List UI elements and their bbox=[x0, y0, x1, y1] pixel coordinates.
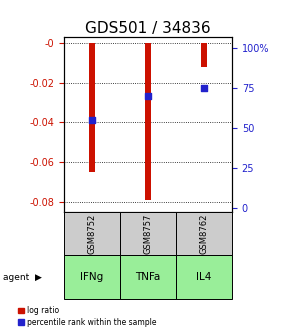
Legend: log ratio, percentile rank within the sample: log ratio, percentile rank within the sa… bbox=[18, 306, 157, 327]
Point bbox=[146, 94, 150, 99]
Point bbox=[90, 118, 94, 123]
Bar bbox=[145, 43, 151, 200]
Bar bbox=[64, 212, 120, 255]
Text: agent  ▶: agent ▶ bbox=[3, 273, 42, 282]
Text: GSM8757: GSM8757 bbox=[143, 213, 153, 254]
Text: TNFa: TNFa bbox=[135, 272, 161, 282]
Bar bbox=[89, 43, 95, 172]
Bar bbox=[120, 212, 176, 255]
Text: IL4: IL4 bbox=[196, 272, 212, 282]
Text: GSM8762: GSM8762 bbox=[200, 213, 209, 254]
Bar bbox=[176, 255, 232, 299]
Text: IFNg: IFNg bbox=[80, 272, 104, 282]
Title: GDS501 / 34836: GDS501 / 34836 bbox=[85, 21, 211, 36]
Text: GSM8752: GSM8752 bbox=[87, 213, 96, 254]
Bar bbox=[120, 255, 176, 299]
Bar bbox=[64, 255, 120, 299]
Bar bbox=[201, 43, 207, 67]
Bar bbox=[176, 212, 232, 255]
Point bbox=[202, 86, 206, 91]
